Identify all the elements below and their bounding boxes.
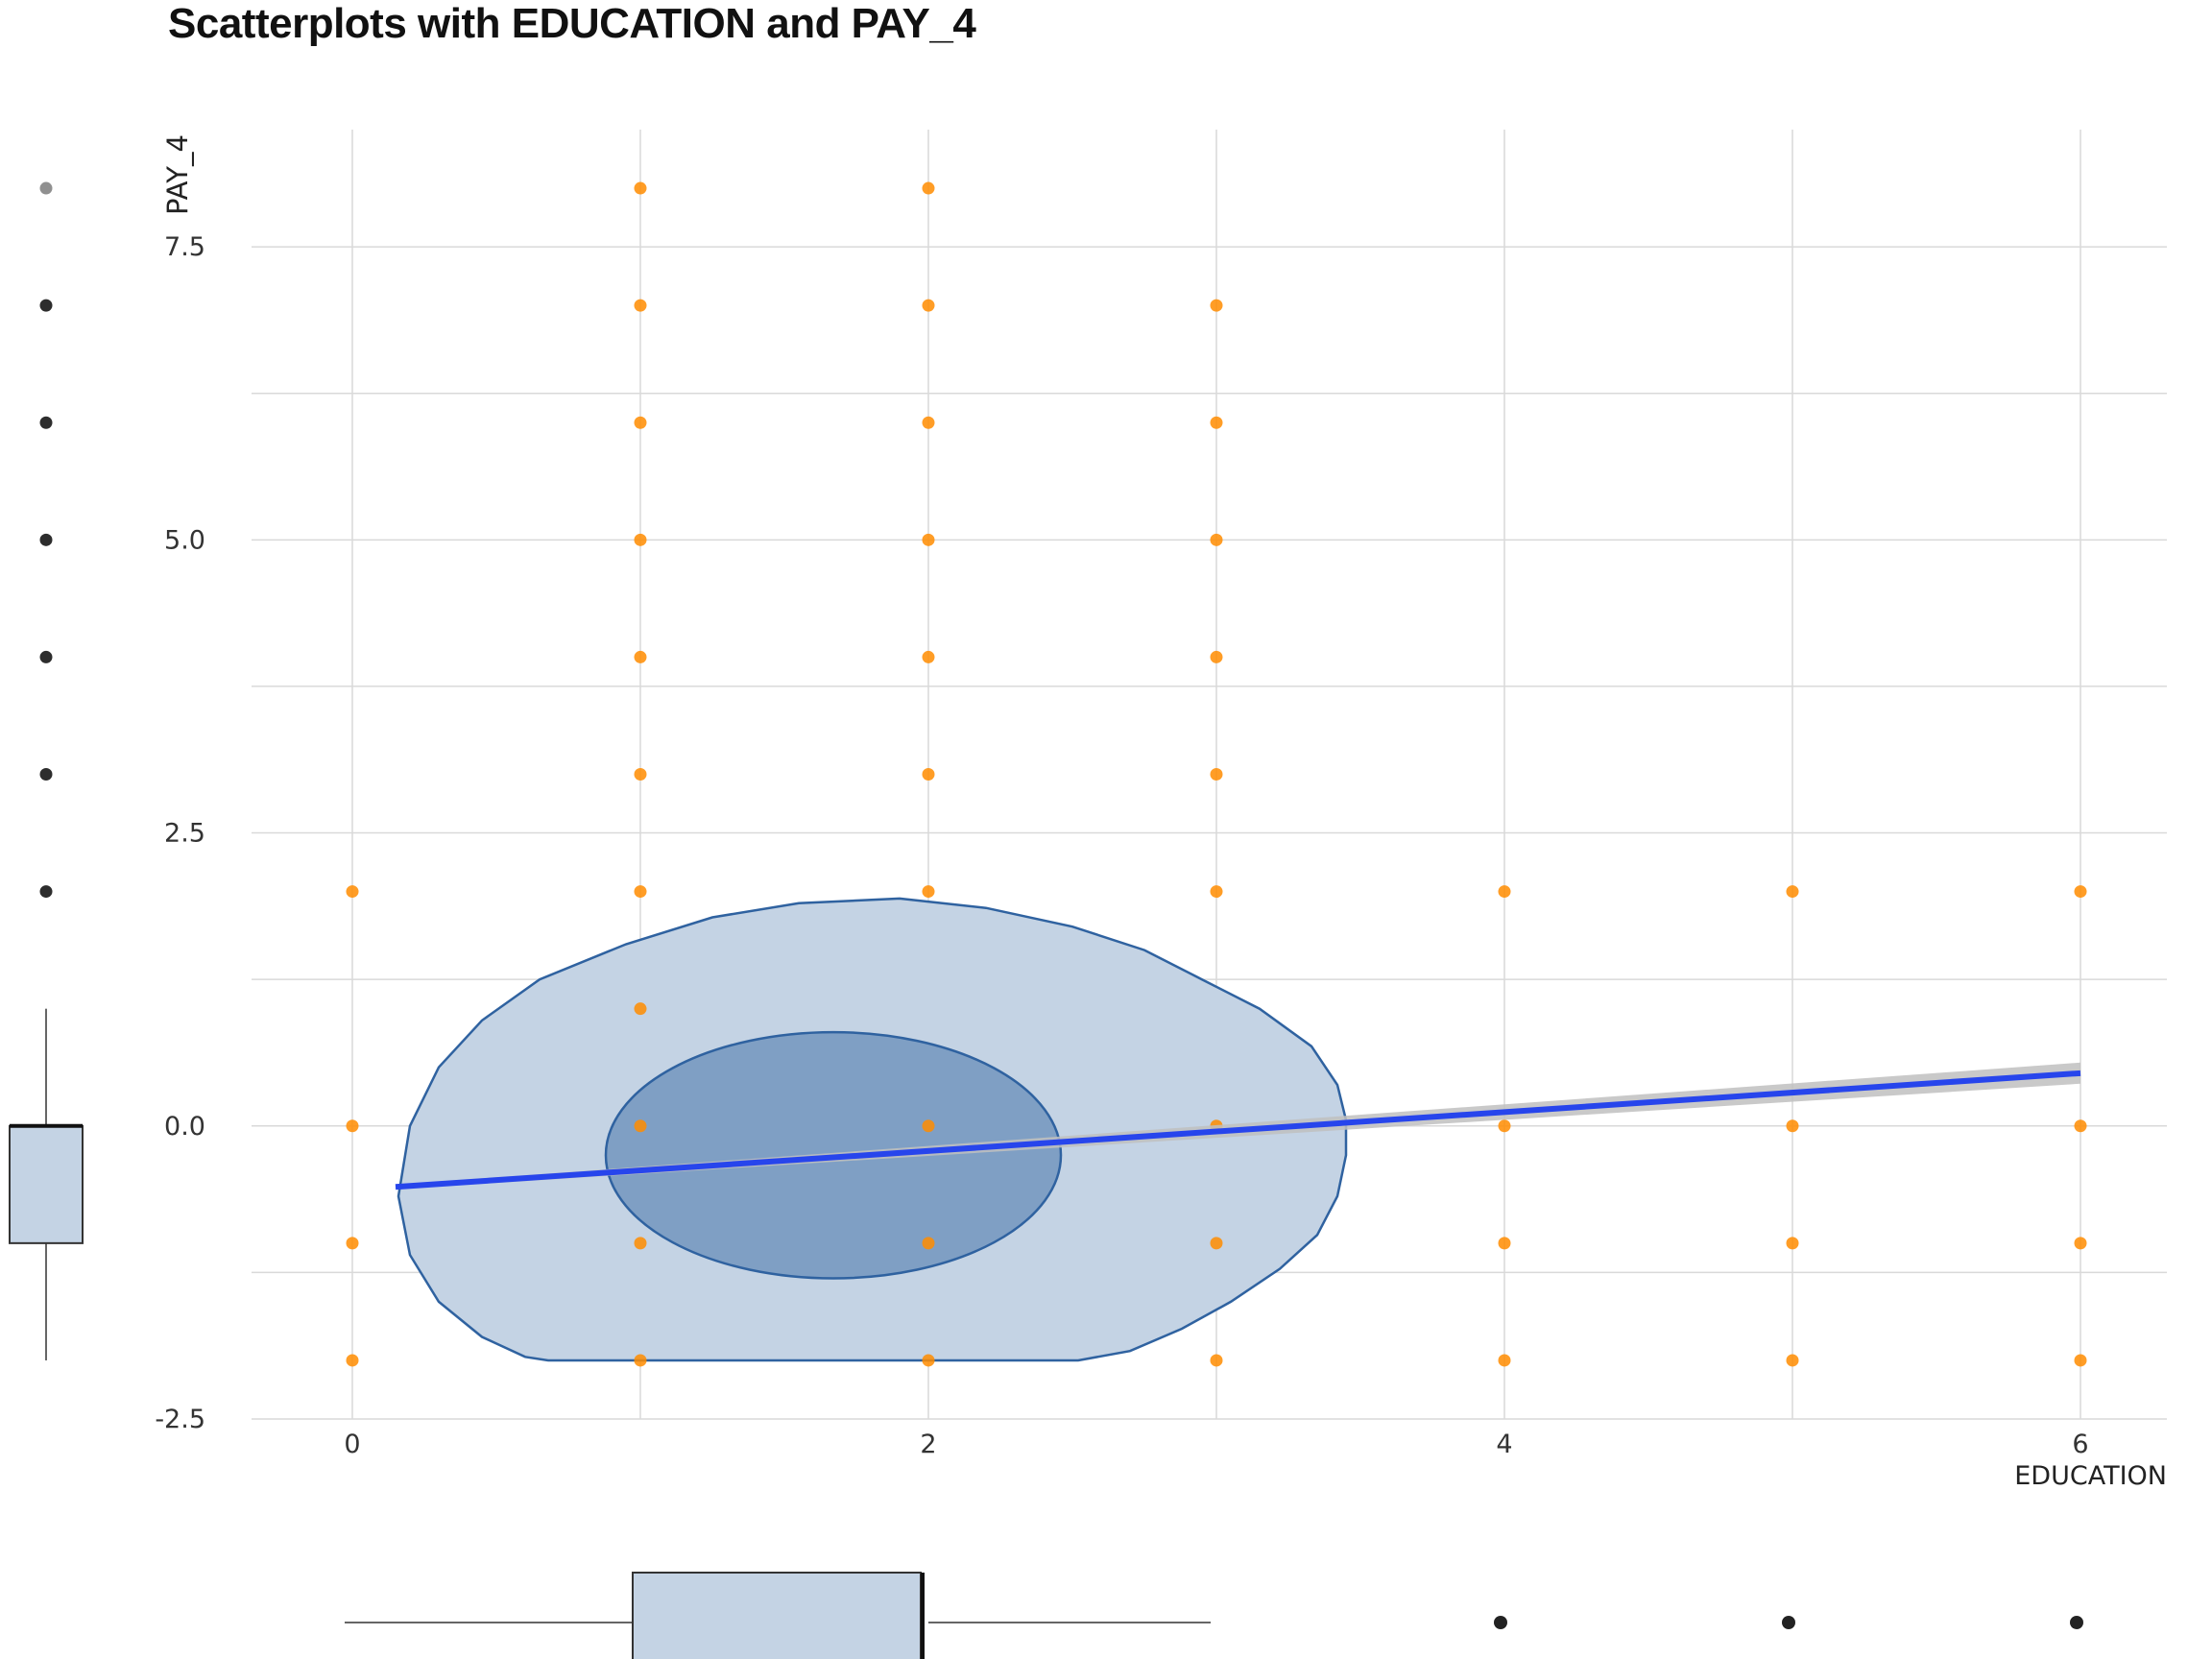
scatter-point: [634, 416, 647, 429]
y-tick-label: 5.0: [164, 525, 205, 555]
scatter-point: [634, 1119, 647, 1133]
chart-title: Scatterplots with EDUCATION and PAY_4: [168, 0, 976, 47]
scatter-point: [1786, 1119, 1799, 1133]
scatter-point: [922, 768, 935, 781]
scatter-point: [2074, 1354, 2087, 1367]
scatter-point: [1210, 650, 1223, 663]
regression-line: [395, 1070, 2081, 1190]
scatter-point: [634, 533, 647, 546]
y-tick-label: 2.5: [164, 819, 205, 849]
y-tick-label: -2.5: [155, 1405, 205, 1434]
scatter-point: [346, 885, 359, 899]
scatter-point: [1498, 1119, 1511, 1133]
regression-line-group: [395, 1062, 2081, 1190]
scatter-point: [1210, 533, 1223, 546]
scatter-point: [1498, 885, 1511, 899]
scatter-point: [634, 650, 647, 663]
boxplot-x-box: [632, 1572, 922, 1659]
x-tick-label: 4: [1496, 1430, 1512, 1459]
scatter-point: [1786, 1237, 1799, 1250]
scatter-point: [922, 1119, 935, 1133]
scatter-point: [1210, 1354, 1223, 1367]
scatter-point: [346, 1237, 359, 1250]
boxplot-x-outlier: [1782, 1616, 1795, 1629]
scatter-point: [634, 299, 647, 312]
boxplot-x-outlier: [1494, 1616, 1507, 1629]
scatter-point: [2074, 1237, 2087, 1250]
boxplot-y-outlier: [39, 885, 53, 899]
scatter-point: [634, 1237, 647, 1250]
scatter-point: [346, 1119, 359, 1133]
scatter-point: [1210, 299, 1223, 312]
boxplot-y-outlier: [39, 299, 53, 312]
x-tick-label: 2: [920, 1430, 936, 1459]
boxplot-y-outlier: [39, 768, 53, 781]
scatter-point: [922, 416, 935, 429]
scatter-point: [2074, 1119, 2087, 1133]
boxplot-y-marginal: [9, 181, 84, 1360]
x-tick-label: 6: [2072, 1430, 2088, 1459]
scatter-point: [922, 299, 935, 312]
scatter-point: [634, 768, 647, 781]
boxplot-y-outlier: [39, 650, 53, 663]
scatter-point: [634, 1354, 647, 1367]
scatter-point: [634, 1002, 647, 1016]
scatter-point: [346, 1354, 359, 1367]
scatter-point: [1210, 1237, 1223, 1250]
scatter-point: [2074, 885, 2087, 899]
scatter-point: [922, 1354, 935, 1367]
boxplot-y-outlier: [39, 533, 53, 546]
scatter-point: [1210, 885, 1223, 899]
boxplot-y-box: [9, 1124, 84, 1244]
scatter-point: [1786, 1354, 1799, 1367]
boxplot-x-marginal: [345, 1572, 2083, 1659]
scatter-point: [634, 885, 647, 899]
scatter-point: [922, 1237, 935, 1250]
scatter-point: [922, 650, 935, 663]
x-axis-label: EDUCATION: [2014, 1461, 2167, 1491]
boxplot-x-outlier: [2070, 1616, 2083, 1629]
scatter-point: [922, 533, 935, 546]
scatter-point: [1786, 885, 1799, 899]
scatter-point: [634, 181, 647, 195]
y-tick-label: 7.5: [164, 232, 205, 262]
boxplot-y-outlier: [39, 181, 53, 195]
y-tick-label: 0.0: [164, 1112, 205, 1142]
x-tick-label: 0: [344, 1430, 360, 1459]
scatter-point: [1498, 1354, 1511, 1367]
scatter-point: [922, 181, 935, 195]
scatter-point: [1210, 768, 1223, 781]
scatter-point: [922, 885, 935, 899]
scatter-point: [1498, 1237, 1511, 1250]
scatter-point: [1210, 416, 1223, 429]
y-axis-label: PAY_4: [161, 134, 194, 215]
data-points: [346, 181, 2087, 1367]
axes: 0 2 4 6 -2.5 0.0 2.5 5.0 7.5 EDUCATION PAY_4: [155, 134, 2167, 1491]
boxplot-y-outlier: [39, 416, 53, 429]
